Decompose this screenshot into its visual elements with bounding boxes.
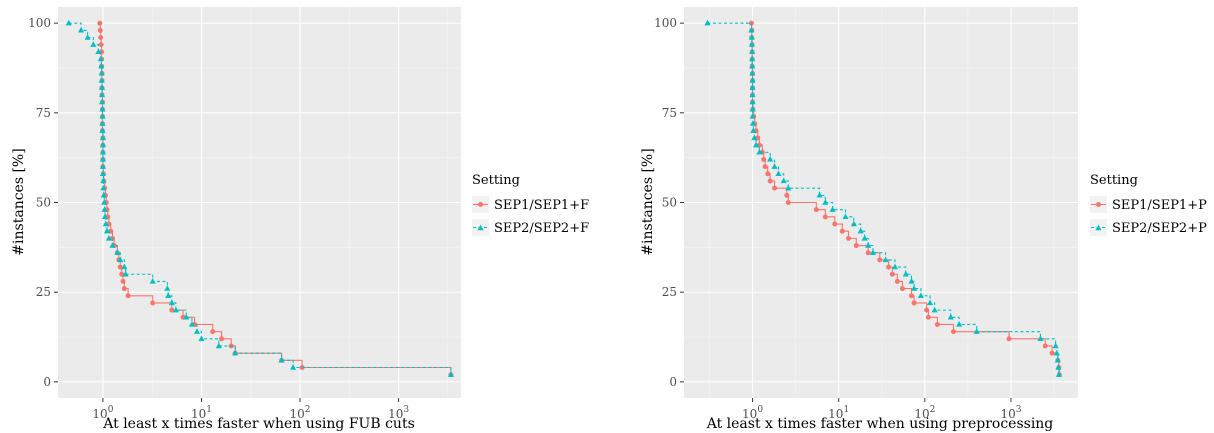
right-legend-key-marker: [1096, 202, 1101, 207]
right-series-1-point: [886, 265, 891, 270]
right-series-1-point: [935, 322, 940, 327]
left-legend-key-marker: [478, 202, 483, 207]
left-series-1-point: [97, 21, 102, 26]
left-series-1-point: [122, 286, 127, 291]
right-series-1-point: [765, 171, 770, 176]
left-series-1-point: [121, 279, 126, 284]
right-series-1-point: [890, 272, 895, 277]
left-y-axis-title: #instances [%]: [11, 148, 27, 255]
right-series-1-point: [926, 315, 931, 320]
left-y-tick-label: 75: [36, 106, 51, 120]
right-series-1-point: [909, 293, 914, 298]
right-series-1-point: [832, 222, 837, 227]
left-legend: Setting SEP1/SEP1+F SEP2/SEP2+F: [472, 173, 589, 236]
right-series-1-point: [846, 236, 851, 241]
right-series-1-point: [786, 200, 791, 205]
left-y-tick-label: 50: [36, 196, 51, 210]
right-series-1-point: [1050, 351, 1055, 356]
left-x-axis-title: At least x times faster when using FUB c…: [102, 416, 415, 432]
left-series-1-point: [99, 42, 104, 47]
left-y-tick-label: 100: [28, 16, 51, 30]
right-series-1-point: [763, 164, 768, 169]
left-chart: 0255075100 100 101 102 103 At least x times…: [11, 7, 589, 432]
right-series-1-point: [768, 178, 773, 183]
right-series-1-point: [924, 308, 929, 313]
left-series-1-point: [210, 329, 215, 334]
right-y-tick-label: 75: [662, 106, 677, 120]
right-series-1-point: [814, 207, 819, 212]
right-series-1-point: [854, 243, 859, 248]
left-legend-label: SEP1/SEP1+F: [494, 198, 589, 213]
left-y-tick-label: 25: [36, 285, 51, 299]
right-series-1-point: [784, 193, 789, 198]
right-y-tick-label: 100: [654, 16, 677, 30]
right-chart: 0255075100 100 101 102 103 At least x times…: [640, 7, 1207, 432]
right-legend-label: SEP1/SEP1+P: [1112, 198, 1207, 213]
right-series-1-point: [761, 157, 766, 162]
right-series-1-point: [895, 279, 900, 284]
right-series-1-point: [912, 300, 917, 305]
right-y-axis: 0 25 50 75 100: [654, 16, 684, 389]
right-legend: Setting SEP1/SEP1+P SEP2/SEP2+P: [1090, 173, 1207, 236]
left-series-1-point: [98, 28, 103, 33]
left-y-tick-label: 0: [43, 375, 51, 389]
right-series-1-point: [840, 229, 845, 234]
right-series-1-point: [900, 286, 905, 291]
right-series-1-point: [866, 250, 871, 255]
left-series-1-point: [126, 293, 131, 298]
right-y-tick-label: 25: [662, 285, 677, 299]
right-legend-label: SEP2/SEP2+P: [1112, 221, 1207, 236]
right-legend-title: Setting: [1090, 173, 1138, 188]
right-series-1-point: [877, 257, 882, 262]
right-series-1-point: [823, 214, 828, 219]
left-y-axis: 0 25 50 75 100: [28, 16, 58, 389]
right-series-1-point: [951, 329, 956, 334]
left-series-1-point: [150, 300, 155, 305]
left-legend-label: SEP2/SEP2+F: [494, 221, 589, 236]
right-y-axis-title: #instances [%]: [640, 148, 656, 255]
left-legend-title: Setting: [472, 173, 520, 188]
right-y-tick-label: 50: [662, 196, 677, 210]
left-series-1-point: [98, 35, 103, 40]
right-x-axis-title: At least x times faster when using prepr…: [706, 416, 1054, 432]
right-series-1-point: [1043, 343, 1048, 348]
left-series-1-point: [219, 336, 224, 341]
right-series-1-point: [1007, 336, 1012, 341]
right-series-1-point: [772, 186, 777, 191]
right-y-tick-label: 0: [669, 375, 677, 389]
